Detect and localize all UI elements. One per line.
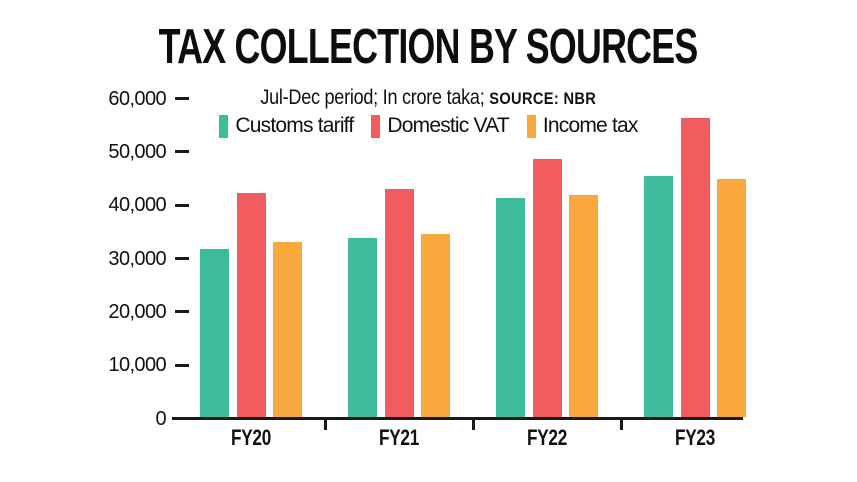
x-label-fy23: FY23 bbox=[674, 425, 716, 450]
y-tick-label-40000: 40,000 bbox=[108, 194, 166, 216]
chart-subtitle-text: Jul-Dec period; In crore taka; bbox=[260, 86, 490, 109]
legend-label-income-tax: Income tax bbox=[542, 114, 639, 137]
bar-income-tax-fy20 bbox=[273, 242, 302, 417]
x-label-fy20: FY20 bbox=[230, 425, 272, 450]
bar-customs-tariff-fy21 bbox=[348, 238, 377, 417]
group-separator-1 bbox=[324, 420, 327, 430]
legend-item-customs-tariff: Customs tariff bbox=[219, 114, 354, 138]
y-tick-label-20000: 20,000 bbox=[108, 301, 166, 323]
y-tick-dash-20000 bbox=[175, 310, 189, 313]
bar-customs-tariff-fy20 bbox=[200, 249, 229, 417]
bar-domestic-vat-fy20 bbox=[237, 193, 266, 417]
legend-item-domestic-vat: Domestic VAT bbox=[371, 114, 510, 138]
source-label: SOURCE: NBR bbox=[489, 89, 597, 108]
y-tick-dash-60000 bbox=[175, 97, 189, 100]
group-separator-2 bbox=[472, 420, 475, 430]
chart-subtitle: Jul-Dec period; In crore taka; SOURCE: N… bbox=[0, 86, 857, 109]
bar-income-tax-fy22 bbox=[569, 195, 598, 417]
legend-label-domestic-vat: Domestic VAT bbox=[387, 114, 509, 137]
y-tick-dash-50000 bbox=[175, 150, 189, 153]
bar-customs-tariff-fy23 bbox=[644, 176, 673, 417]
bar-income-tax-fy23 bbox=[717, 179, 746, 417]
y-tick-label-0: 0 bbox=[155, 408, 166, 430]
y-tick-dash-30000 bbox=[175, 257, 189, 260]
legend-swatch-domestic-vat bbox=[371, 114, 381, 138]
chart-title-text: TAX COLLECTION BY SOURCES bbox=[159, 20, 699, 74]
bar-domestic-vat-fy22 bbox=[533, 159, 562, 417]
y-tick-label-10000: 10,000 bbox=[108, 354, 166, 376]
legend-label-customs-tariff: Customs tariff bbox=[235, 114, 354, 137]
y-tick-label-60000: 60,000 bbox=[108, 88, 166, 110]
chart-legend: Customs tariff Domestic VAT Income tax bbox=[0, 114, 857, 138]
bar-income-tax-fy21 bbox=[421, 234, 450, 417]
y-tick-label-50000: 50,000 bbox=[108, 141, 166, 163]
x-label-fy22: FY22 bbox=[526, 425, 568, 450]
legend-swatch-income-tax bbox=[526, 114, 536, 138]
group-separator-3 bbox=[620, 420, 623, 430]
x-axis-line bbox=[172, 417, 743, 420]
bar-domestic-vat-fy21 bbox=[385, 189, 414, 417]
y-tick-label-30000: 30,000 bbox=[108, 248, 166, 270]
legend-item-income-tax: Income tax bbox=[526, 114, 639, 138]
bar-customs-tariff-fy22 bbox=[496, 198, 525, 417]
bar-domestic-vat-fy23 bbox=[681, 118, 710, 417]
y-tick-dash-10000 bbox=[175, 364, 189, 367]
chart-title: TAX COLLECTION BY SOURCES bbox=[0, 20, 857, 74]
legend-swatch-customs-tariff bbox=[219, 114, 229, 138]
y-tick-dash-40000 bbox=[175, 204, 189, 207]
x-label-fy21: FY21 bbox=[378, 425, 420, 450]
